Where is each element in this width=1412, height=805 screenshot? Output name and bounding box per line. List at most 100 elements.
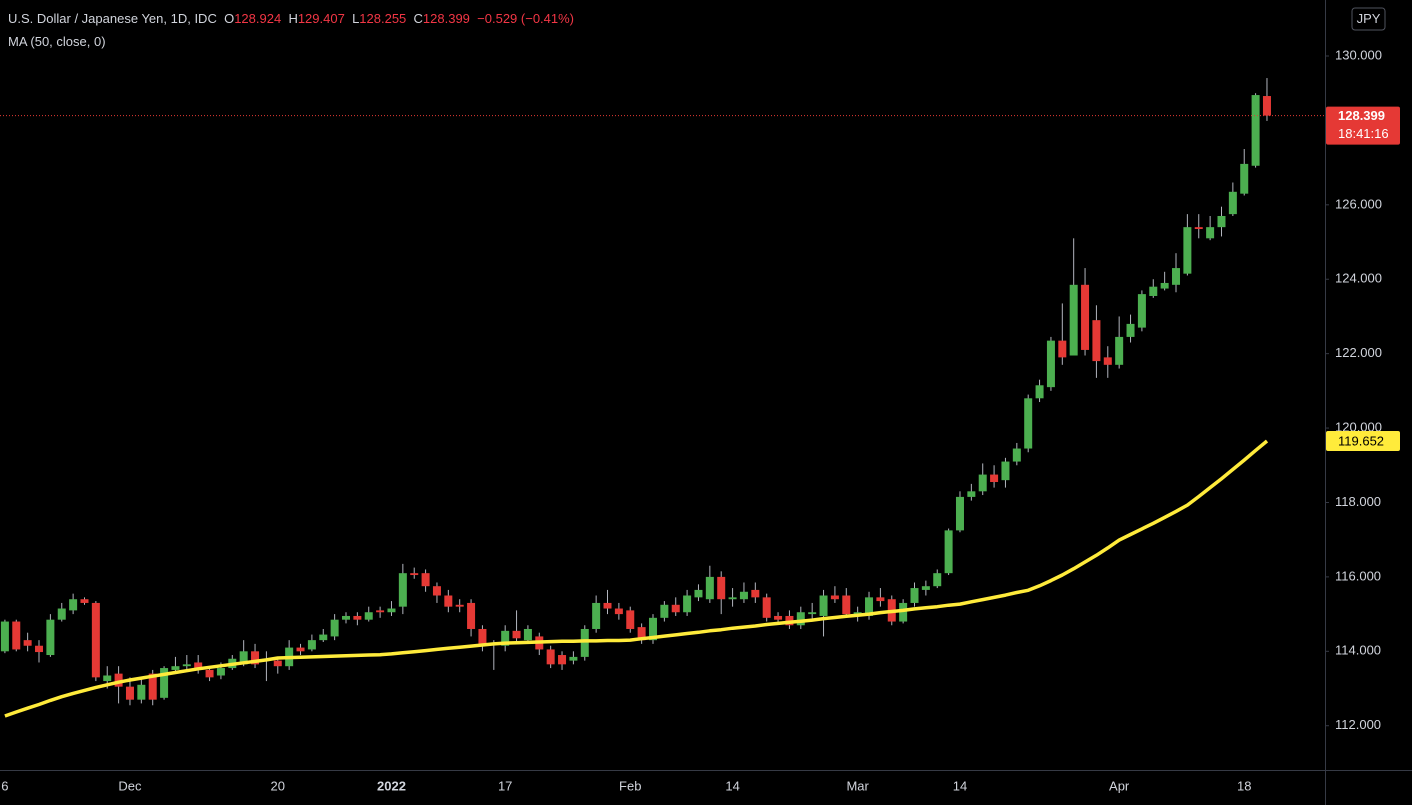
ohlc-value: 129.407: [297, 11, 345, 26]
candle-body: [319, 634, 328, 641]
x-tick-label: 20: [271, 778, 285, 793]
x-tick-label: Mar: [846, 778, 869, 793]
candle-body: [512, 630, 521, 639]
candle-body: [569, 656, 578, 661]
candle-body: [694, 589, 703, 598]
x-tick-label: 18: [1237, 778, 1251, 793]
candle-body: [990, 474, 999, 483]
candle-body: [671, 604, 680, 613]
candle-body: [1194, 227, 1203, 230]
candle-body: [762, 597, 771, 618]
candle-body: [12, 621, 21, 650]
candle-body: [830, 595, 839, 600]
candle-body: [251, 651, 260, 665]
candle-body: [967, 491, 976, 497]
candle-body: [955, 496, 964, 531]
candle-body: [910, 588, 919, 603]
candle-body: [660, 604, 669, 618]
candle-body: [171, 666, 180, 670]
candle-body: [614, 608, 623, 615]
candle-body: [1126, 323, 1135, 337]
candle-body: [683, 595, 692, 613]
candle-body: [717, 576, 726, 600]
candle-body: [342, 615, 350, 620]
candle-body: [353, 615, 362, 620]
candle-body: [1206, 227, 1215, 239]
candle-body: [160, 668, 169, 698]
candle-body: [1160, 282, 1169, 289]
candle-body: [273, 660, 282, 667]
legend-main: U.S. Dollar / Japanese Yen, 1D, IDC O128…: [8, 11, 574, 26]
candle-body: [194, 662, 203, 670]
candle-body: [501, 630, 510, 646]
last-price-label: 128.399: [1338, 108, 1385, 123]
candle-body: [523, 628, 532, 641]
candle-body: [808, 612, 817, 615]
candle-body: [46, 619, 55, 656]
ma-price-tag: [1326, 431, 1400, 452]
candle-body: [1001, 461, 1010, 481]
candle-body: [1092, 320, 1101, 362]
candle-body: [774, 615, 783, 620]
candle-body: [410, 573, 419, 576]
countdown-label: 18:41:16: [1338, 126, 1389, 141]
currency-box[interactable]: [1351, 7, 1386, 31]
candle-body: [125, 686, 134, 700]
currency-label[interactable]: JPY: [1357, 11, 1381, 26]
candle-body: [307, 640, 316, 650]
candle-body: [432, 586, 441, 596]
candle-body: [899, 602, 908, 622]
candle-body: [1035, 385, 1044, 399]
candle-body: [603, 602, 612, 609]
change: −0.529 (−0.41%): [477, 11, 575, 26]
y-tick-label: 114.000: [1335, 643, 1381, 658]
y-tick-label: 116.000: [1335, 568, 1381, 583]
candle-body: [478, 628, 487, 644]
candle-body: [728, 597, 737, 600]
candle-body: [592, 602, 601, 629]
candle-body: [1046, 340, 1055, 388]
candle-body: [1228, 191, 1237, 215]
ohlc-label: H: [288, 11, 298, 26]
candle-body: [1149, 286, 1158, 296]
candle-body: [739, 591, 748, 600]
candle-body: [1115, 336, 1124, 365]
y-tick-label: 118.000: [1335, 494, 1381, 509]
candle-body: [91, 602, 100, 678]
ma-price-label: 119.652: [1338, 433, 1384, 448]
candle-body: [387, 608, 396, 613]
legend-ma: MA (50, close, 0): [8, 34, 106, 49]
y-tick-label: 122.000: [1335, 345, 1382, 360]
y-tick-label: 120.000: [1335, 420, 1382, 435]
candle-body: [1012, 448, 1021, 462]
x-tick-label: 2022: [377, 778, 406, 793]
x-tick-label: Apr: [1109, 778, 1130, 793]
y-tick-label: 124.000: [1335, 271, 1382, 286]
candle-body: [35, 645, 44, 653]
candle-body: [580, 628, 589, 657]
ohlc-label: O: [224, 11, 235, 26]
candle-body: [455, 604, 464, 607]
ma-line: [4, 439, 1269, 718]
candle-body: [216, 668, 225, 676]
candle-body: [978, 474, 987, 492]
candle-body: [933, 573, 942, 587]
x-tick-label: Dec: [118, 778, 142, 793]
candle-body: [944, 530, 953, 574]
candle-body: [23, 640, 32, 646]
candle-body: [648, 617, 657, 641]
x-tick-label: Feb: [619, 778, 641, 793]
y-tick-label: 112.000: [1335, 717, 1381, 732]
x-tick-label: 14: [953, 778, 967, 793]
symbol-title: U.S. Dollar / Japanese Yen, 1D, IDC: [8, 11, 217, 26]
x-tick-label: 6: [1, 778, 8, 793]
y-tick-label: 126.000: [1335, 196, 1382, 211]
candle-body: [182, 664, 191, 667]
candle-body: [705, 576, 714, 600]
ohlc-value: 128.924: [234, 11, 282, 26]
candle-body: [1251, 95, 1260, 166]
candle-body: [558, 655, 567, 665]
candle-body: [1081, 284, 1090, 350]
candle-body: [148, 673, 157, 700]
